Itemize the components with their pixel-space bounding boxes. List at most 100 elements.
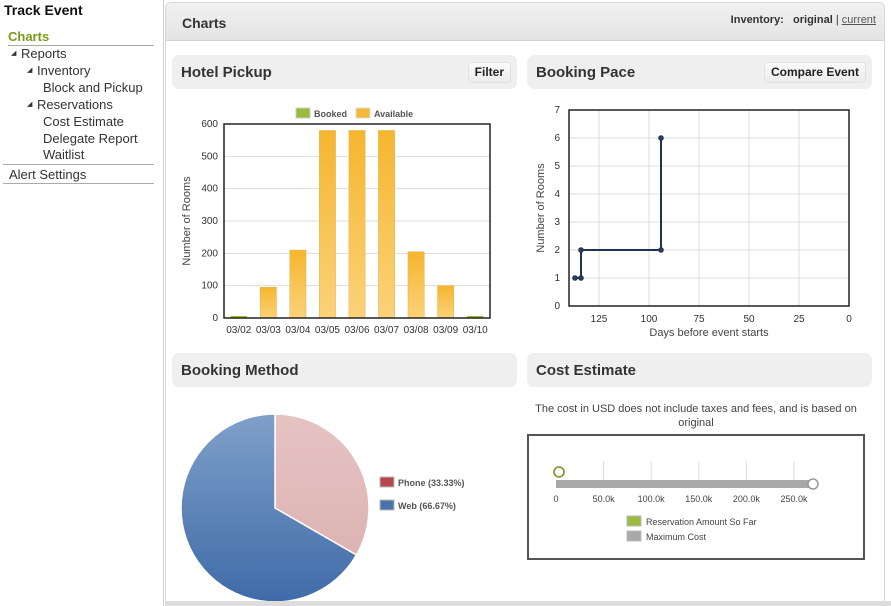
sidebar-item-reports[interactable]: ◢ Reports [11,46,67,62]
x-tick-label: 03/09 [433,325,458,336]
plot-frame [223,123,491,319]
app-title: Track Event [4,2,83,18]
pace-point [578,275,584,281]
x-tick-label: 200.0k [733,494,761,504]
y-tick-label: 1 [554,273,560,284]
bar-available [319,130,336,319]
panel-title: Cost Estimate [536,362,637,379]
booking-method-header: Booking Method [172,353,517,387]
pace-point [572,275,578,281]
expand-triangle-icon[interactable]: ◢ [11,50,17,57]
x-tick-label: 03/05 [315,325,340,336]
panel-title: Hotel Pickup [181,64,272,81]
y-tick-label: 600 [201,119,218,130]
maximum-cost-bar [556,480,813,488]
y-tick-label: 0 [554,301,560,312]
x-tick-label: 100.0k [638,494,666,504]
inventory-current-link[interactable]: current [841,14,876,26]
legend-label-booked: Booked [314,109,347,119]
expand-triangle-icon[interactable]: ◢ [27,67,33,74]
y-axis-label: Number of Rooms [535,163,547,253]
x-tick-label: 50 [743,314,755,325]
sidebar-item-cost-estimate[interactable]: Cost Estimate [43,114,124,130]
x-tick-label: 03/10 [463,325,488,336]
x-tick-label: 75 [693,314,705,325]
y-tick-label: 7 [554,105,560,116]
x-tick-label: 03/04 [285,325,310,336]
x-tick-label: 100 [641,314,658,325]
plot-frame [568,109,850,307]
sidebar-item-inventory[interactable]: ◢ Inventory [27,63,90,79]
sidebar-item-label: Inventory [37,63,91,78]
inventory-original: original [793,14,833,26]
sidebar-item-label: Delegate Report [43,131,138,146]
inventory-separator: | [835,14,839,26]
bar-available [259,287,277,319]
bar-available [378,130,395,319]
y-tick-label: 400 [201,184,218,195]
legend-label-available: Available [374,109,413,119]
sidebar-item-alert-settings[interactable]: Alert Settings [3,164,154,184]
legend-label-reservation: Reservation Amount So Far [646,517,757,527]
x-tick-label: 0 [846,314,852,325]
expand-triangle-icon[interactable]: ◢ [27,101,33,108]
compare-event-button[interactable]: Compare Event [763,62,866,83]
booking-pace-header: Booking Pace Compare Event [527,55,872,89]
sidebar-item-label: Waitlist [43,147,85,162]
y-tick-label: 6 [554,133,560,144]
page-title: Charts [182,15,227,31]
filter-button[interactable]: Filter [467,62,511,83]
x-tick-label: 125 [591,314,608,325]
panel-title: Booking Method [181,362,299,379]
pie-slice-web [180,413,358,601]
x-tick-label: 250.0k [780,494,808,504]
sidebar-item-charts[interactable]: Charts [8,29,154,46]
legend-swatch-available [355,107,371,119]
pie-slice-phone [274,413,370,557]
legend-swatch-reservation [626,515,642,527]
legend-label-maximum: Maximum Cost [646,532,707,542]
pace-point [658,247,664,253]
hotel-pickup-header: Hotel Pickup Filter [172,55,517,89]
x-tick-label: 50.0k [593,494,616,504]
y-tick-label: 100 [201,281,218,292]
x-tick-label: 0 [553,494,558,504]
sidebar-item-label: Block and Pickup [43,80,143,95]
bar-available [348,130,366,319]
bar-booked [230,316,247,318]
x-tick-label: 03/06 [344,325,369,336]
maximum-cost-marker [807,478,819,490]
x-tick-label: 150.0k [685,494,713,504]
sidebar-item-waitlist[interactable]: Waitlist [43,147,84,163]
booking-method-chart: Phone (33.33%) Web (66.67%) [180,413,465,601]
cost-note: The cost in USD does not include taxes a… [535,403,857,429]
x-tick-label: 25 [793,314,805,325]
inventory-label: Inventory: [730,14,784,26]
cost-estimate-box: 0 50.0k 100.0k 150.0k 200.0k 250.0k Reservatio… [527,434,865,560]
sidebar-item-reservations[interactable]: ◢ Reservations [27,97,113,113]
reservation-amount-marker [553,466,565,478]
sidebar-item-label: Reports [21,46,67,61]
bar-booked [467,316,484,318]
sidebar-item-block-and-pickup[interactable]: Block and Pickup [43,80,143,96]
main-header: Charts Inventory: original | current [166,3,884,41]
booking-pace-chart: 0 1 2 3 4 5 6 7 125 100 75 50 25 0 Days before event s… [535,105,852,339]
legend-swatch-booked [295,107,311,119]
x-tick-label: 03/02 [226,325,251,336]
y-axis-label: Number of Rooms [181,176,193,266]
x-tick-label: 03/08 [404,325,429,336]
y-tick-label: 500 [201,151,218,162]
hotel-pickup-chart: Booked Available 0 100 200 300 400 500 600 Number… [181,107,491,336]
sidebar: Track Event Charts ◢ Reports ◢ Inventory… [0,0,164,606]
legend-swatch-web [379,499,395,511]
sidebar-item-delegate-report[interactable]: Delegate Report [43,131,138,147]
bar-available [437,285,455,319]
x-axis-label: Days before event starts [649,327,769,339]
legend-swatch-maximum [626,530,642,542]
pace-point [658,135,664,141]
legend-swatch-phone [379,476,395,488]
legend-label-phone: Phone (33.33%) [398,478,465,488]
inventory-switch: Inventory: original | current [731,14,876,26]
x-tick-label: 03/03 [256,325,281,336]
y-tick-label: 4 [554,189,560,200]
